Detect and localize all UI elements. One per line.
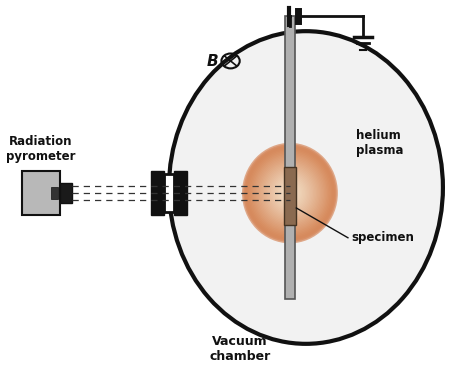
Text: specimen: specimen [352, 231, 414, 244]
Bar [174, 171, 187, 215]
Ellipse shape [265, 167, 315, 219]
Bar [283, 167, 296, 225]
Ellipse shape [243, 144, 337, 242]
Bar [285, 16, 295, 299]
Text: Vacuum
chamber: Vacuum chamber [209, 335, 270, 363]
Ellipse shape [269, 171, 310, 214]
Ellipse shape [247, 148, 332, 238]
Ellipse shape [260, 162, 320, 225]
Ellipse shape [286, 189, 294, 197]
Ellipse shape [282, 184, 298, 202]
Ellipse shape [169, 31, 443, 344]
Bar [151, 171, 164, 215]
Ellipse shape [264, 166, 316, 220]
Ellipse shape [267, 169, 313, 217]
Text: Radiation
pyrometer: Radiation pyrometer [6, 135, 76, 164]
Ellipse shape [255, 156, 326, 230]
Ellipse shape [273, 176, 306, 210]
Ellipse shape [245, 146, 335, 240]
Ellipse shape [280, 183, 300, 203]
Ellipse shape [283, 186, 297, 200]
Ellipse shape [258, 160, 321, 226]
Ellipse shape [268, 170, 312, 216]
Bar [51, 187, 58, 200]
Ellipse shape [252, 153, 328, 233]
Text: $\bfit{B}$: $\bfit{B}$ [207, 53, 219, 69]
Ellipse shape [242, 143, 338, 243]
Ellipse shape [253, 154, 327, 232]
Ellipse shape [255, 157, 324, 229]
Ellipse shape [263, 164, 317, 222]
Ellipse shape [257, 159, 323, 228]
Ellipse shape [250, 152, 330, 235]
Ellipse shape [278, 180, 302, 206]
Text: helium
plasma: helium plasma [356, 129, 404, 157]
Ellipse shape [272, 174, 308, 212]
Ellipse shape [249, 150, 331, 236]
Ellipse shape [246, 147, 334, 239]
Ellipse shape [271, 173, 309, 213]
Ellipse shape [276, 179, 304, 207]
Ellipse shape [284, 188, 295, 199]
Bar [61, 183, 72, 203]
Bar [22, 171, 61, 215]
Ellipse shape [275, 177, 305, 209]
Bar [164, 174, 174, 212]
Ellipse shape [261, 163, 319, 223]
Ellipse shape [279, 182, 301, 205]
